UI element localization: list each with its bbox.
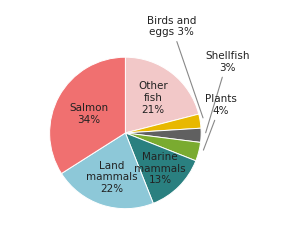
- Text: Salmon
34%: Salmon 34%: [69, 103, 108, 124]
- Text: Birds and
eggs 3%: Birds and eggs 3%: [147, 16, 203, 118]
- Text: Other
fish
21%: Other fish 21%: [138, 81, 168, 114]
- Wedge shape: [61, 133, 153, 209]
- Wedge shape: [125, 58, 199, 133]
- Text: Plants
4%: Plants 4%: [203, 94, 237, 150]
- Wedge shape: [125, 114, 201, 133]
- Text: Land
mammals
22%: Land mammals 22%: [85, 160, 137, 193]
- Wedge shape: [125, 133, 200, 161]
- Text: Marine
mammals
13%: Marine mammals 13%: [134, 152, 186, 185]
- Wedge shape: [50, 58, 125, 174]
- Wedge shape: [125, 129, 201, 143]
- Text: Shellfish
3%: Shellfish 3%: [205, 51, 249, 133]
- Wedge shape: [125, 133, 196, 204]
